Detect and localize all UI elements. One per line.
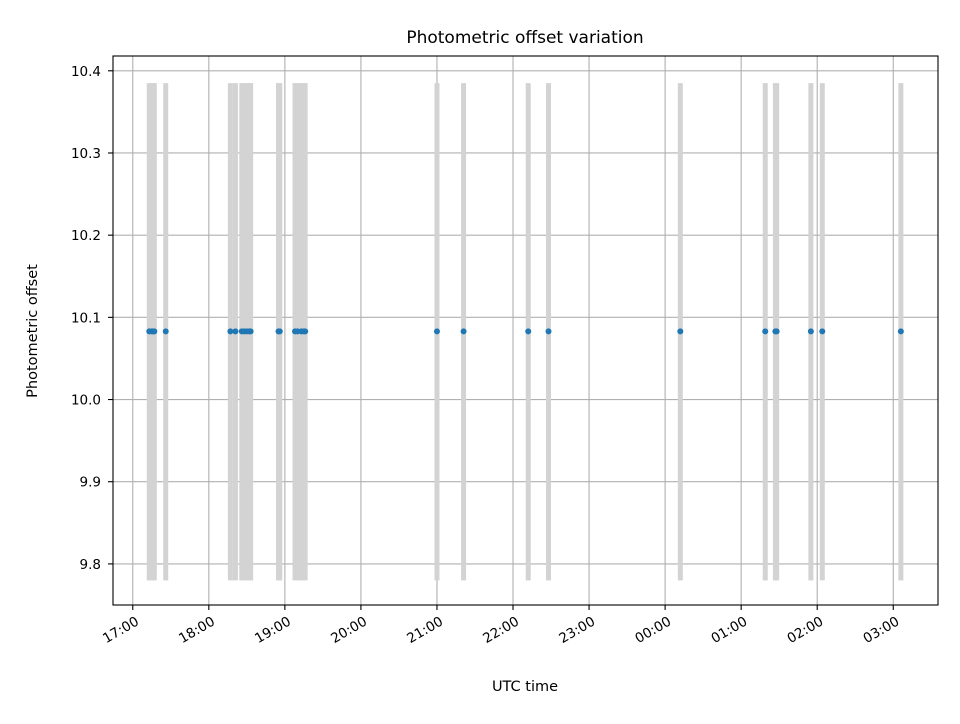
data-point [545, 328, 552, 335]
y-tick-label: 10.1 [71, 310, 101, 326]
plot-area-frame [112, 55, 939, 606]
y-tick-label: 10.3 [71, 146, 101, 162]
y-tick-label: 9.9 [80, 475, 101, 491]
data-point [302, 328, 309, 335]
data-point [276, 328, 283, 335]
y-tick-label: 9.8 [80, 557, 101, 573]
data-points [146, 328, 904, 335]
data-point [433, 328, 440, 335]
data-point [762, 328, 769, 335]
data-point [460, 328, 467, 335]
x-axis-label: UTC time [492, 679, 558, 695]
data-point [247, 328, 254, 335]
y-tick-label: 10.0 [71, 393, 101, 409]
data-point [232, 328, 239, 335]
data-point [162, 328, 169, 335]
y-tick-label: 10.4 [71, 64, 101, 80]
data-point [525, 328, 532, 335]
data-point [151, 328, 158, 335]
data-point [897, 328, 904, 335]
data-point [677, 328, 684, 335]
data-point [819, 328, 826, 335]
chart-title: Photometric offset variation [406, 28, 643, 48]
y-tick-label: 10.2 [71, 228, 101, 244]
data-point [773, 328, 780, 335]
data-point [807, 328, 814, 335]
y-axis-label: Photometric offset [25, 264, 41, 398]
data-point [227, 328, 234, 335]
